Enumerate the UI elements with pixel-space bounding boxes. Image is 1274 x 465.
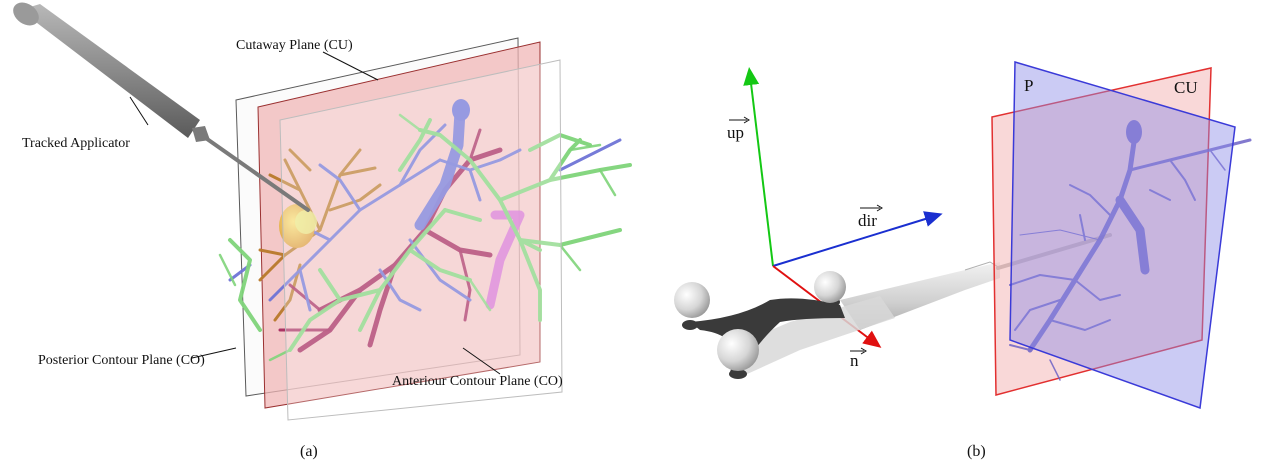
- caption-a: (a): [300, 443, 318, 460]
- panel-a: Cutaway Plane (CU) Tracked Applicator Po…: [13, 2, 632, 460]
- svg-text:up: up: [727, 123, 744, 142]
- axis-dir: [772, 211, 943, 267]
- axis-up: [743, 67, 774, 267]
- label-cutaway-plane: Cutaway Plane (CU): [236, 38, 353, 53]
- anterior-contour-plane: [279, 59, 563, 421]
- tracked-applicator-b: [674, 233, 1112, 379]
- p-plane: [1009, 61, 1236, 410]
- svg-text:dir: dir: [858, 211, 877, 230]
- marker-sphere: [814, 271, 846, 303]
- panel-b: up dir n: [674, 61, 1252, 460]
- marker-sphere: [674, 282, 710, 318]
- label-cu-plane: CU: [1174, 78, 1198, 97]
- vessel-tree: [218, 99, 632, 362]
- vessel-tree-b: [1009, 120, 1252, 381]
- vector-up-label: up: [727, 116, 750, 142]
- caption-b: (b): [967, 443, 986, 460]
- cutaway-plane: [257, 41, 541, 409]
- marker-sphere: [717, 329, 759, 371]
- label-anterior-plane: Anteriour Contour Plane (CO): [392, 374, 563, 389]
- tracked-applicator: [13, 2, 310, 212]
- leader-lines: [129, 51, 501, 375]
- svg-text:n: n: [850, 351, 859, 370]
- label-posterior-plane: Posterior Contour Plane (CO): [38, 353, 205, 368]
- label-p-plane: P: [1024, 76, 1033, 95]
- vector-dir-label: dir: [858, 204, 883, 230]
- label-tracked-applicator: Tracked Applicator: [22, 136, 130, 151]
- vector-n-label: n: [850, 347, 867, 370]
